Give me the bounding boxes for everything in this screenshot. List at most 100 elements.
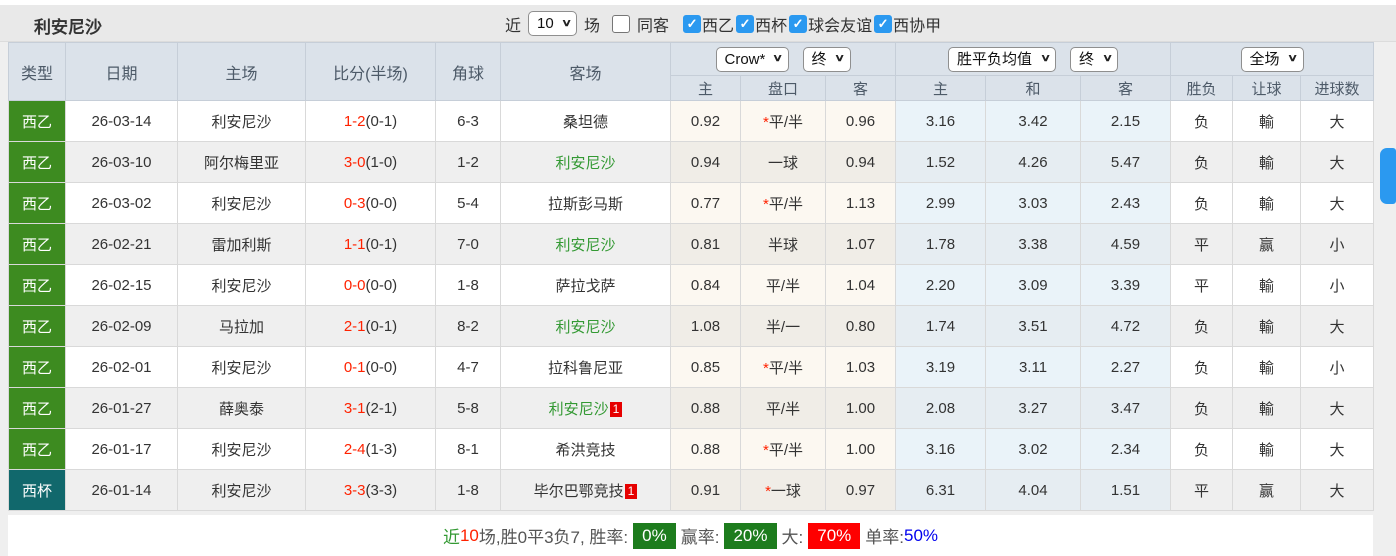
league-filter[interactable]: ✓ 球会友谊 xyxy=(789,12,872,36)
score-cell: 1-1(0-1) xyxy=(305,223,436,265)
crow-time-select-wrap: 终 ∨ xyxy=(802,46,851,72)
avg-away-odds: 5.47 xyxy=(1080,141,1172,183)
bookmaker-select-wrap: Crow* ∨ xyxy=(715,46,789,72)
result-handicap: 輸 xyxy=(1232,182,1302,224)
match-history-table: 类型 日期 主场 比分(半场) 角球 客场 Crow* ∨ 终 ∨ xyxy=(8,42,1375,511)
near-count-select[interactable]: 10 xyxy=(529,12,577,35)
avg-time-select[interactable]: 终 xyxy=(1071,47,1118,71)
halftime-score: (0-0) xyxy=(365,358,398,376)
fulltime-score: 0-0 xyxy=(343,276,366,294)
crow-away-odds: 0.94 xyxy=(824,141,897,183)
fulltime-score: 3-1 xyxy=(343,399,366,417)
result-goals: 大 xyxy=(1300,428,1375,470)
match-type-badge: 西乙 xyxy=(8,387,66,429)
checkbox-icon[interactable]: ✓ xyxy=(683,14,702,33)
avg-home-odds: 2.20 xyxy=(895,264,987,306)
red-card-badge: 1 xyxy=(609,401,623,417)
footer-near: 近 xyxy=(442,528,460,547)
handicap-line: 平/半 xyxy=(768,195,803,213)
table-row: 西乙 26-02-01 利安尼沙 0-1(0-0) 4-7 拉科鲁尼亚 0.85… xyxy=(8,346,1375,388)
away-team-cell: 桑坦德 xyxy=(500,100,671,142)
table-row: 西乙 26-02-09 马拉加 2-1(0-1) 8-2 利安尼沙 1.08 半… xyxy=(8,305,1375,347)
league-filter[interactable]: ✓ 西杯 xyxy=(736,12,787,36)
same-venue-checkbox[interactable] xyxy=(612,14,631,33)
avg-type-select[interactable]: 胜平负均值 xyxy=(949,47,1056,71)
fulltime-score: 1-2 xyxy=(343,112,366,130)
away-team-cell: 利安尼沙 xyxy=(500,141,671,183)
checkbox-icon[interactable]: ✓ xyxy=(874,14,893,33)
away-team-cell: 拉斯彭马斯 xyxy=(500,182,671,224)
crow-away-odds: 0.80 xyxy=(824,305,897,347)
big-label: 大: xyxy=(781,528,804,547)
score-cell: 3-1(2-1) xyxy=(305,387,436,429)
crow-home-odds: 0.81 xyxy=(670,223,741,265)
crow-away-odds: 1.03 xyxy=(824,346,897,388)
crow-away-odds: 1.07 xyxy=(824,223,897,265)
home-team: 利安尼沙 xyxy=(177,264,306,306)
avg-draw-odds: 4.26 xyxy=(985,141,1082,183)
away-team: 拉科鲁尼亚 xyxy=(547,359,623,377)
match-type-badge: 西乙 xyxy=(8,182,66,224)
corner-count: 8-2 xyxy=(435,305,501,347)
avg-away-odds: 3.47 xyxy=(1080,387,1172,429)
league-filter[interactable]: ✓ 西乙 xyxy=(683,12,734,36)
checkbox-icon[interactable]: ✓ xyxy=(789,14,808,33)
avg-draw-odds: 3.11 xyxy=(985,346,1082,388)
odds-group-full: 全场 ∨ xyxy=(1170,42,1375,76)
win-rate-badge: 0% xyxy=(633,522,676,549)
league-filter-label: 西乙 xyxy=(702,17,735,35)
match-date: 26-01-17 xyxy=(65,428,178,470)
score-cell: 1-2(0-1) xyxy=(305,100,436,142)
league-filter-label: 西协甲 xyxy=(893,17,942,35)
avg-away-odds: 3.39 xyxy=(1080,264,1172,306)
score-cell: 0-3(0-0) xyxy=(305,182,436,224)
handicap-star: * xyxy=(765,482,771,500)
crow-away-odds: 1.00 xyxy=(824,428,897,470)
match-date: 26-01-27 xyxy=(65,387,178,429)
league-filter[interactable]: ✓ 西协甲 xyxy=(874,12,941,36)
near-label: 近 xyxy=(505,17,522,35)
handicap-line: 一球 xyxy=(767,154,798,172)
result-goals: 大 xyxy=(1300,469,1375,511)
avg-draw-odds: 3.03 xyxy=(985,182,1082,224)
subcol-goals: 进球数 xyxy=(1300,75,1375,101)
avg-draw-odds: 3.38 xyxy=(985,223,1082,265)
result-goals: 小 xyxy=(1300,264,1375,306)
avg-away-odds: 2.15 xyxy=(1080,100,1172,142)
table-row: 西乙 26-02-21 雷加利斯 1-1(0-1) 7-0 利安尼沙 0.81 … xyxy=(8,223,1375,265)
halftime-score: (3-3) xyxy=(365,481,398,499)
crow-time-select[interactable]: 终 xyxy=(803,47,850,71)
subcol-avg-away: 客 xyxy=(1080,75,1172,101)
corner-count: 1-2 xyxy=(435,141,501,183)
period-select[interactable]: 全场 xyxy=(1241,47,1303,71)
col-header-score: 比分(半场) xyxy=(305,42,436,101)
match-date: 26-02-15 xyxy=(65,264,178,306)
corner-count: 6-3 xyxy=(435,100,501,142)
match-type-badge: 西乙 xyxy=(8,305,66,347)
bookmaker-select[interactable]: Crow* xyxy=(716,47,788,71)
match-type-badge: 西乙 xyxy=(8,264,66,306)
col-header-corner: 角球 xyxy=(435,42,501,101)
away-team: 利安尼沙 xyxy=(548,400,609,418)
result-handicap: 輸 xyxy=(1232,387,1302,429)
big-rate-badge: 70% xyxy=(808,522,861,549)
away-team: 桑坦德 xyxy=(562,113,608,131)
result-wdl: 负 xyxy=(1170,387,1234,429)
match-date: 26-01-14 xyxy=(65,469,178,511)
away-team: 利安尼沙 xyxy=(555,154,616,172)
result-handicap: 輸 xyxy=(1232,264,1302,306)
halftime-score: (0-1) xyxy=(365,112,398,130)
league-filters: ✓ 西乙 ✓ 西杯 ✓ 球会友谊 ✓ 西协甲 xyxy=(681,12,941,36)
match-tbody: 西乙 26-03-14 利安尼沙 1-2(0-1) 6-3 桑坦德 0.92 *… xyxy=(8,100,1375,511)
match-date: 26-02-21 xyxy=(65,223,178,265)
footer-summary: 场,胜0平3负7, 胜率: xyxy=(478,528,629,547)
checkbox-icon[interactable]: ✓ xyxy=(736,14,755,33)
halftime-score: (0-0) xyxy=(365,194,398,212)
halftime-score: (0-1) xyxy=(365,317,398,335)
col-header-type: 类型 xyxy=(8,42,66,101)
result-goals: 小 xyxy=(1300,346,1375,388)
subcol-handicap: 盘口 xyxy=(740,75,826,101)
checkmark-icon: ✓ xyxy=(686,16,698,31)
scrollbar-thumb[interactable] xyxy=(1380,148,1396,204)
league-filter-label: 西杯 xyxy=(755,17,788,35)
